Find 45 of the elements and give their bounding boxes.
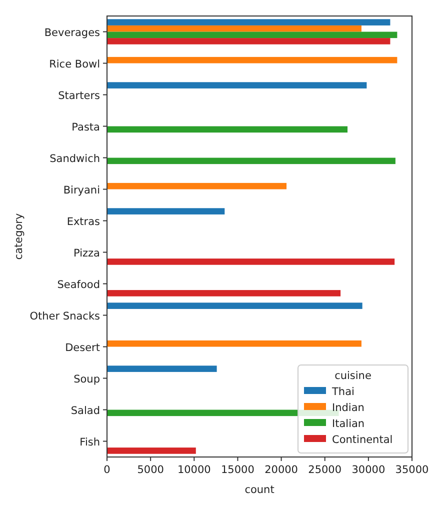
y-tick-label: Soup — [74, 373, 100, 386]
y-tick-label: Extras — [66, 216, 100, 228]
bar — [107, 38, 390, 44]
y-tick-label: Fish — [80, 436, 100, 448]
x-axis-title: count — [244, 484, 274, 496]
bar — [107, 32, 398, 38]
bar — [107, 56, 398, 64]
bar — [107, 208, 225, 214]
y-tick-label: Starters — [58, 90, 100, 102]
x-tick-label: 25000 — [308, 464, 342, 476]
y-tick-label: Pizza — [74, 247, 100, 260]
y-tick-label: Biryani — [63, 184, 100, 196]
x-tick-label: 15000 — [221, 464, 254, 476]
bar — [107, 290, 341, 296]
legend-label: Continental — [332, 434, 393, 446]
legend-label: Thai — [331, 386, 354, 398]
bar — [107, 448, 196, 454]
x-tick-label: 20000 — [264, 464, 298, 476]
bar — [107, 340, 362, 347]
legend-label: Indian — [332, 402, 364, 414]
x-tick-label: 30000 — [352, 464, 386, 476]
y-tick-label: Pasta — [72, 121, 100, 134]
bar — [107, 366, 217, 372]
bar — [107, 182, 287, 190]
x-tick-label: 10000 — [177, 464, 211, 476]
y-tick-label: Desert — [65, 342, 100, 354]
y-axis-title: category — [13, 213, 25, 260]
x-tick-label: 35000 — [395, 464, 429, 476]
y-tick-label: Other Snacks — [30, 310, 100, 322]
y-tick-label: Salad — [70, 404, 100, 417]
bar — [107, 82, 367, 88]
bar — [107, 126, 348, 133]
x-tick-label: 5000 — [137, 464, 164, 476]
bar — [107, 302, 362, 309]
legend-label: Italian — [332, 418, 365, 430]
bar — [107, 158, 396, 164]
bar — [107, 25, 362, 32]
bar — [107, 258, 395, 265]
bar — [107, 19, 390, 26]
y-tick-label: Rice Bowl — [49, 58, 100, 70]
legend-title: cuisine — [334, 370, 372, 382]
x-tick-label: 0 — [104, 464, 110, 476]
y-tick-label: Seafood — [57, 278, 100, 291]
y-tick-label: Sandwich — [50, 152, 100, 165]
y-tick-label: Beverages — [44, 26, 100, 39]
